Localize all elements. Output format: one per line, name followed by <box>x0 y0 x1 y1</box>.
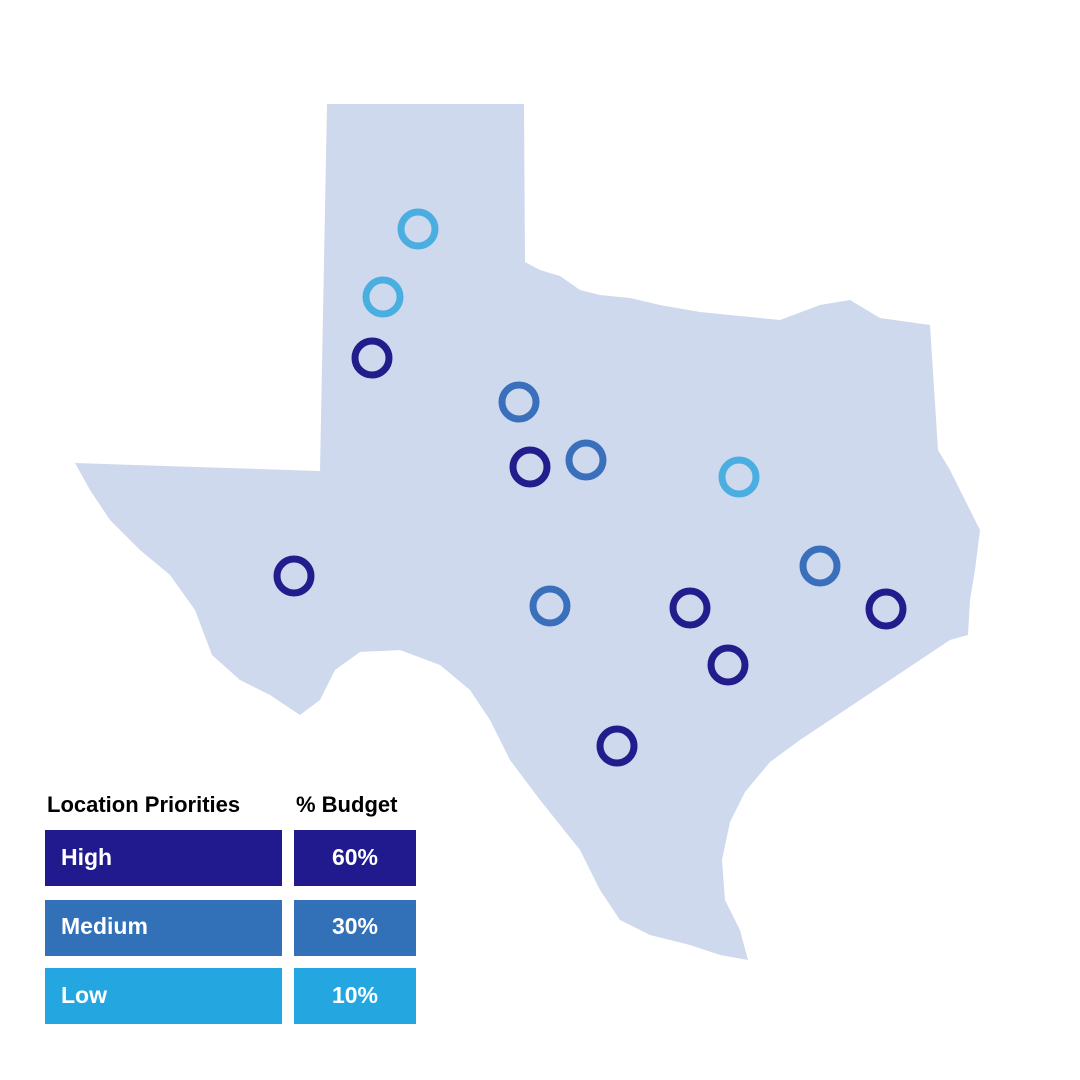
legend-header: Location Priorities <box>47 792 240 817</box>
priority-label: Low <box>61 982 107 1008</box>
budget-label: 10% <box>332 982 378 1008</box>
budget-label: 60% <box>332 844 378 870</box>
legend-header: % Budget <box>296 792 398 817</box>
row-bg <box>45 968 282 1024</box>
marker-medium <box>565 439 607 481</box>
budget-label: 30% <box>332 913 378 939</box>
row-bg <box>294 830 416 886</box>
row-bg <box>45 900 282 956</box>
location-markers <box>273 208 907 767</box>
marker-medium <box>498 381 540 423</box>
marker-high <box>669 587 711 629</box>
priority-label: Medium <box>61 913 148 939</box>
marker-medium <box>799 545 841 587</box>
marker-medium <box>529 585 571 627</box>
marker-high <box>273 555 315 597</box>
row-bg <box>294 968 416 1024</box>
texas-map <box>75 104 980 960</box>
marker-low <box>397 208 439 250</box>
priority-label: High <box>61 844 112 870</box>
row-bg <box>294 900 416 956</box>
marker-high <box>351 337 393 379</box>
marker-low <box>362 276 404 318</box>
marker-high <box>707 644 749 686</box>
marker-high <box>509 446 551 488</box>
marker-high <box>596 725 638 767</box>
row-bg <box>45 830 282 886</box>
legend-table: Location Priorities % Budget High 60% Me… <box>45 792 416 1024</box>
marker-low <box>718 456 760 498</box>
marker-high <box>865 588 907 630</box>
